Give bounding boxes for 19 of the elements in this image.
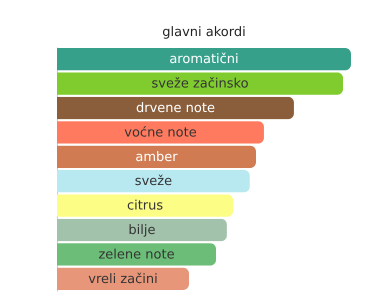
y-tick-label: voćne note	[124, 125, 197, 140]
bar	[57, 146, 256, 168]
bar	[57, 48, 351, 70]
y-tick-label: vreli začini	[88, 272, 158, 287]
y-tick-label: zelene note	[98, 247, 175, 262]
bar	[57, 194, 234, 217]
bar	[57, 218, 227, 242]
y-tick-label: sveže začinsko	[152, 76, 249, 92]
bar	[57, 96, 294, 120]
chart-title: glavni akordi	[162, 25, 246, 40]
bar	[57, 170, 250, 192]
bar	[57, 72, 344, 95]
y-tick-label: amber	[135, 150, 178, 165]
y-tick-label: aromatični	[169, 52, 239, 68]
y-tick-label: drvene note	[136, 101, 215, 116]
y-tick-label: bilje	[128, 223, 156, 238]
y-tick-label: sveže	[134, 174, 172, 190]
y-tick-label: citrus	[126, 198, 164, 214]
bar	[57, 121, 264, 144]
